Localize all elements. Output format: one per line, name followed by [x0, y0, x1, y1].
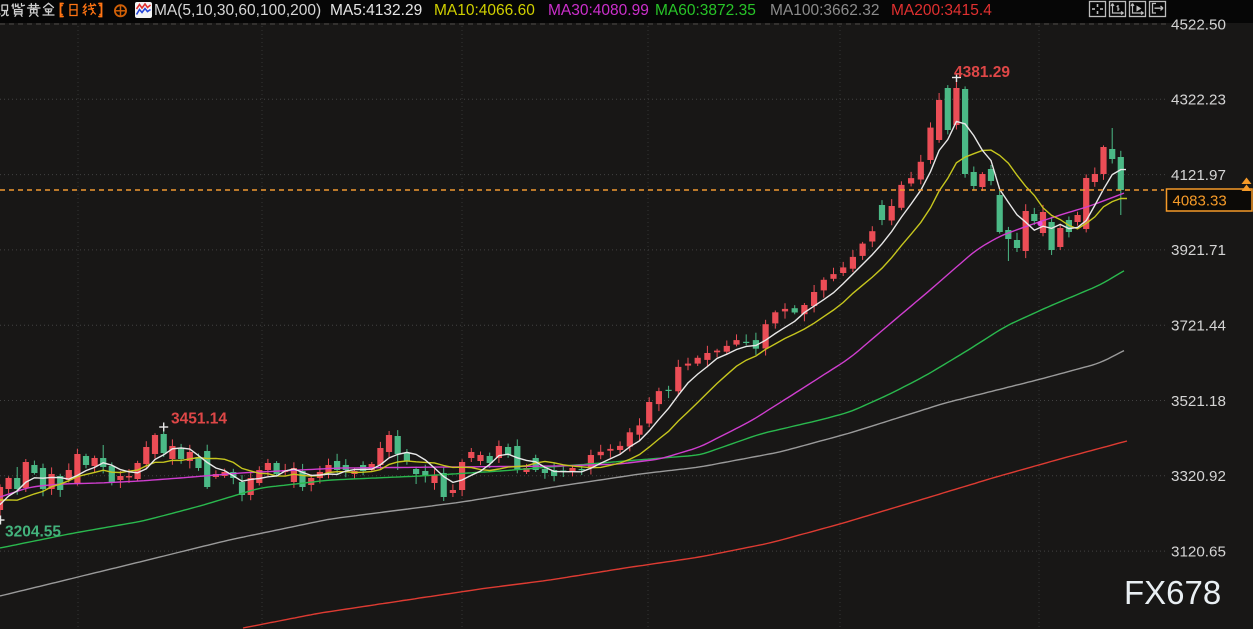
- svg-text:3521.18: 3521.18: [1171, 393, 1226, 410]
- svg-text:3204.55: 3204.55: [5, 524, 61, 541]
- svg-text:3451.14: 3451.14: [171, 411, 227, 428]
- svg-text:MA5:4132.29: MA5:4132.29: [330, 2, 422, 19]
- svg-text:FX678: FX678: [1124, 574, 1221, 611]
- svg-text:MA60:3872.35: MA60:3872.35: [655, 2, 756, 19]
- svg-text:4322.23: 4322.23: [1171, 92, 1226, 109]
- svg-text:MA100:3662.32: MA100:3662.32: [770, 2, 879, 19]
- svg-text:3921.71: 3921.71: [1171, 242, 1226, 259]
- svg-text:MA30:4080.99: MA30:4080.99: [548, 2, 649, 19]
- svg-text:4121.97: 4121.97: [1171, 167, 1226, 184]
- svg-text:MA200:3415.4: MA200:3415.4: [891, 2, 992, 19]
- svg-text:MA10:4066.60: MA10:4066.60: [434, 2, 535, 19]
- svg-text:4381.29: 4381.29: [954, 64, 1010, 81]
- svg-text:4083.33: 4083.33: [1173, 193, 1227, 210]
- svg-text:MA(5,10,30,60,100,200): MA(5,10,30,60,100,200): [154, 2, 321, 19]
- svg-text:3120.65: 3120.65: [1171, 543, 1226, 560]
- svg-text:3721.44: 3721.44: [1171, 318, 1226, 335]
- svg-text:3320.92: 3320.92: [1171, 468, 1226, 485]
- svg-text:4522.50: 4522.50: [1171, 16, 1226, 33]
